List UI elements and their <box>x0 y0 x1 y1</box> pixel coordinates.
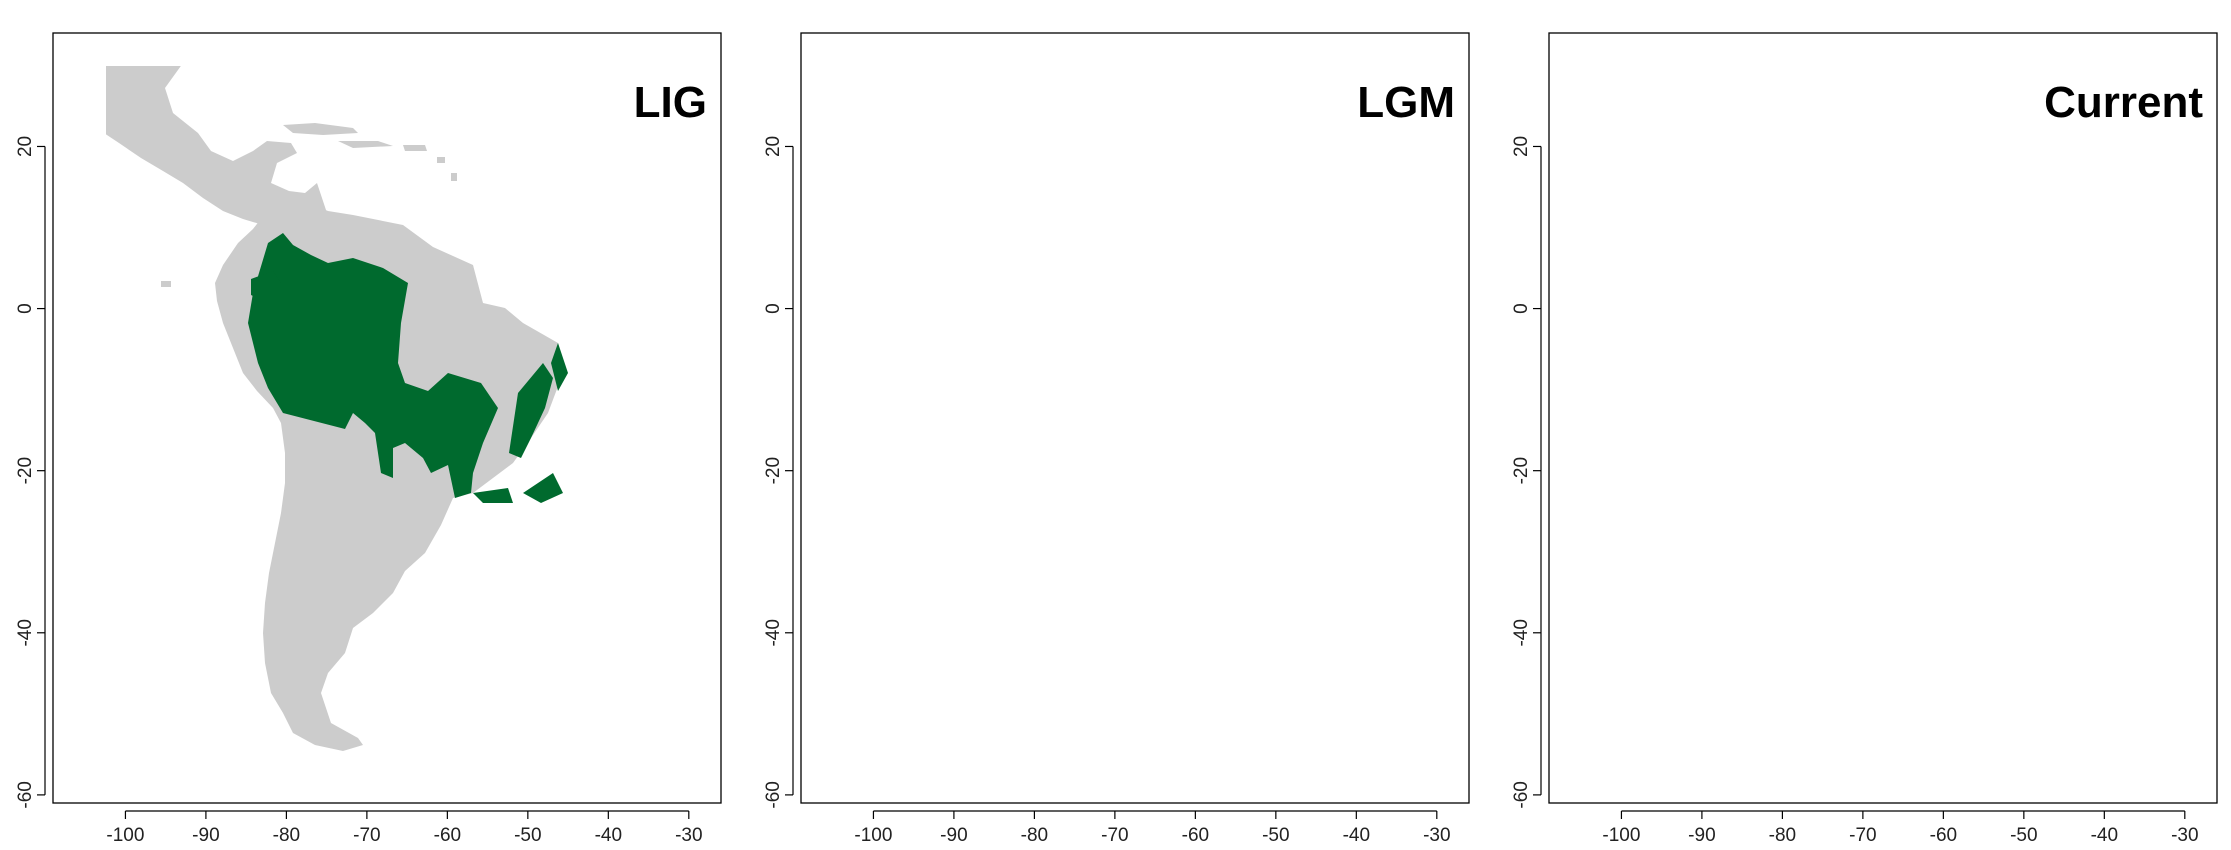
y-tick-label: 20 <box>1511 136 1532 157</box>
x-tick-label: -90 <box>940 825 967 846</box>
x-tick-label: -50 <box>2010 825 2037 846</box>
y-tick-label: 0 <box>1511 303 1532 314</box>
x-tick-label: -100 <box>854 825 892 846</box>
distribution-range-area <box>248 233 498 498</box>
y-tick-label: 0 <box>15 303 36 314</box>
x-tick-label: -70 <box>1101 825 1128 846</box>
x-tick-label: -40 <box>2091 825 2118 846</box>
x-tick-label: -100 <box>106 825 144 846</box>
x-tick-label: -30 <box>1423 825 1450 846</box>
x-tick-label: -90 <box>192 825 219 846</box>
y-tick-label: -60 <box>1511 781 1532 808</box>
y-tick-label: -60 <box>763 781 784 808</box>
map-panel-1: LIG -100 -90 -80 -70 -60 -50 -40 -30 20 0 -20 -40 -60 <box>15 32 722 846</box>
y-tick-label: -20 <box>15 457 36 484</box>
x-tick-label: -60 <box>434 825 461 846</box>
y-tick-label: -40 <box>15 619 36 646</box>
y-tick-label: 0 <box>763 303 784 314</box>
distribution-range-area <box>473 488 513 503</box>
x-tick-label: -50 <box>1262 825 1289 846</box>
x-tick-label: -80 <box>1021 825 1048 846</box>
map-panel-3: Current -100 -90 -80 -70 -60 -50 -40 -30 20 0 -20 -4… <box>1511 32 2218 846</box>
x-tick-label: -30 <box>2171 825 2198 846</box>
y-tick-label: -20 <box>1511 457 1532 484</box>
panel-title: Current <box>2044 78 2203 127</box>
map-panel-2: LGM -100 -90 -80 -70 -60 -50 -40 -30 20 0 -20 -40 -60 <box>763 32 1470 846</box>
x-tick-label: -70 <box>1849 825 1876 846</box>
x-tick-label: -100 <box>1602 825 1640 846</box>
panel-title: LIG <box>634 78 707 127</box>
x-tick-label: -40 <box>595 825 622 846</box>
x-tick-label: -80 <box>273 825 300 846</box>
panel-title: LGM <box>1357 78 1455 127</box>
x-tick-label: -40 <box>1343 825 1370 846</box>
distribution-range-area <box>551 343 568 391</box>
y-tick-label: -40 <box>763 619 784 646</box>
plot-frame <box>1548 32 2218 804</box>
y-tick-label: -20 <box>763 457 784 484</box>
x-tick-label: -30 <box>675 825 702 846</box>
x-tick-label: -80 <box>1769 825 1796 846</box>
x-tick-label: -70 <box>353 825 380 846</box>
plot-frame <box>800 32 1470 804</box>
distribution-range-area <box>251 271 281 301</box>
y-tick-label: 20 <box>15 136 36 157</box>
y-tick-label: -60 <box>15 781 36 808</box>
distribution-range-area <box>509 363 553 458</box>
x-tick-label: -60 <box>1930 825 1957 846</box>
y-tick-label: 20 <box>763 136 784 157</box>
y-tick-label: -40 <box>1511 619 1532 646</box>
distribution-range-area <box>523 473 563 503</box>
x-tick-label: -60 <box>1182 825 1209 846</box>
x-tick-label: -90 <box>1688 825 1715 846</box>
x-tick-label: -50 <box>514 825 541 846</box>
